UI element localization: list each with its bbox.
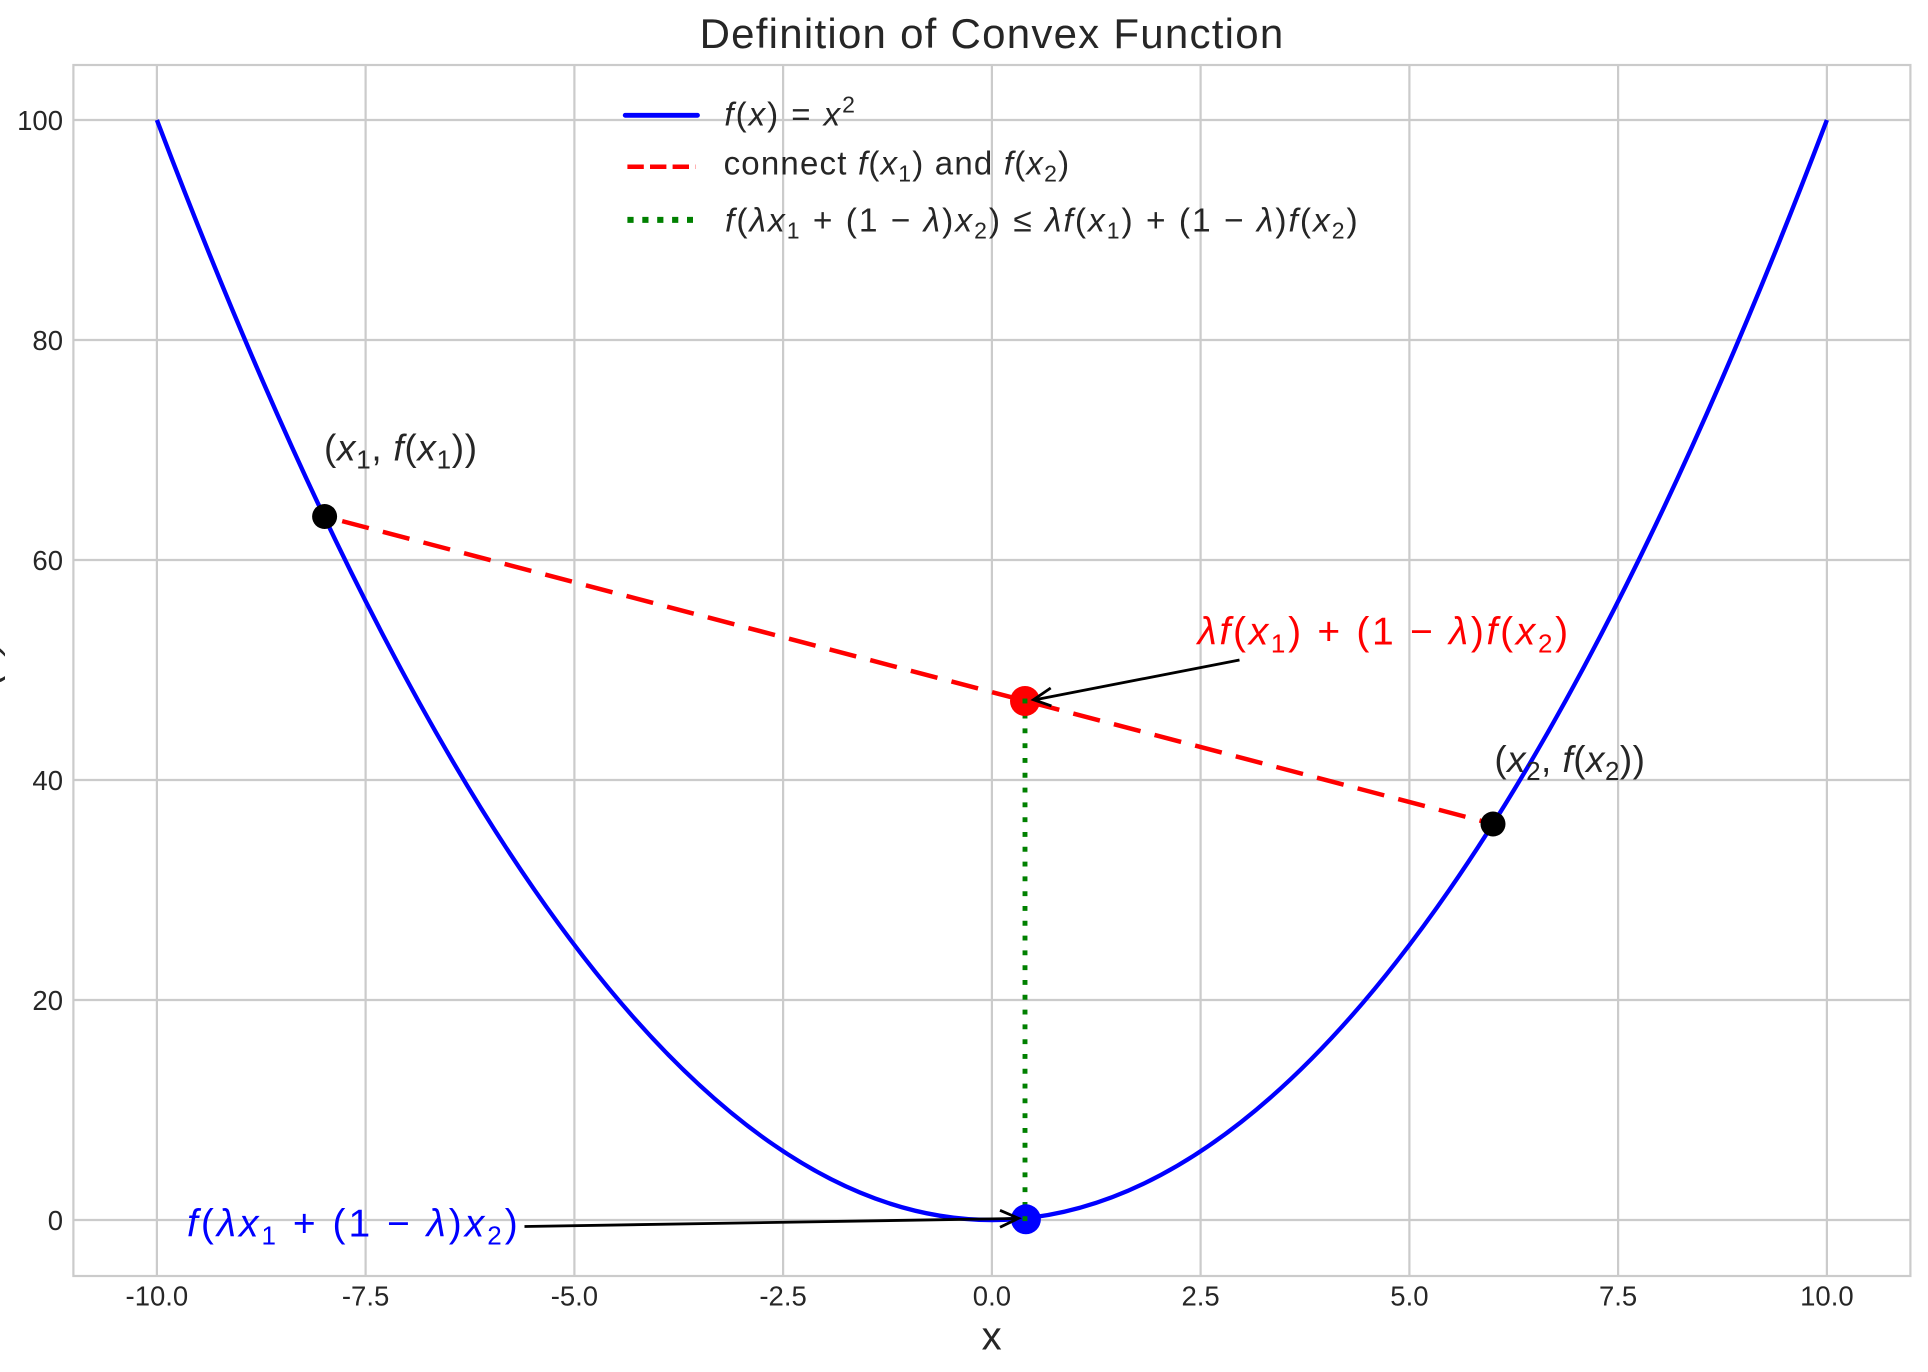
svg-text:x: x [982,1315,1002,1359]
svg-text:-7.5: -7.5 [342,1280,389,1311]
svg-text:0: 0 [48,1205,63,1236]
svg-text:-5.0: -5.0 [551,1280,598,1311]
svg-text:7.5: 7.5 [1599,1280,1637,1311]
svg-text:Definition of Convex Function: Definition of Convex Function [700,10,1285,57]
svg-text:10.0: 10.0 [1800,1280,1854,1311]
svg-text:-2.5: -2.5 [759,1280,806,1311]
svg-text:-10.0: -10.0 [126,1280,189,1311]
svg-text:(x2, f(x2)): (x2, f(x2)) [1494,739,1645,786]
svg-text:100: 100 [17,105,63,136]
svg-text:f(x): f(x) [0,640,6,696]
svg-text:f(λx1 + (1 − λ)x2) ≤ λf(x1) +: f(λx1 + (1 − λ)x2) ≤ λf(x1) + (1 − λ)f(x… [725,203,1360,244]
svg-text:40: 40 [32,765,63,796]
svg-text:(x1, f(x1)): (x1, f(x1)) [324,428,478,475]
svg-text:f(λx1 + (1 − λ)x2): f(λx1 + (1 − λ)x2) [187,1203,521,1251]
svg-text:f(x) = x2: f(x) = x2 [724,92,857,133]
svg-text:5.0: 5.0 [1390,1280,1428,1311]
svg-text:20: 20 [32,985,63,1016]
svg-text:80: 80 [32,325,63,356]
svg-text:60: 60 [32,545,63,576]
svg-text:λf(x1) + (1 − λ)f(x2): λf(x1) + (1 − λ)f(x2) [1196,611,1571,659]
svg-text:2.5: 2.5 [1181,1280,1219,1311]
svg-text:0.0: 0.0 [973,1280,1011,1311]
svg-text:connect f(x1) and f(x2): connect f(x1) and f(x2) [724,145,1071,187]
